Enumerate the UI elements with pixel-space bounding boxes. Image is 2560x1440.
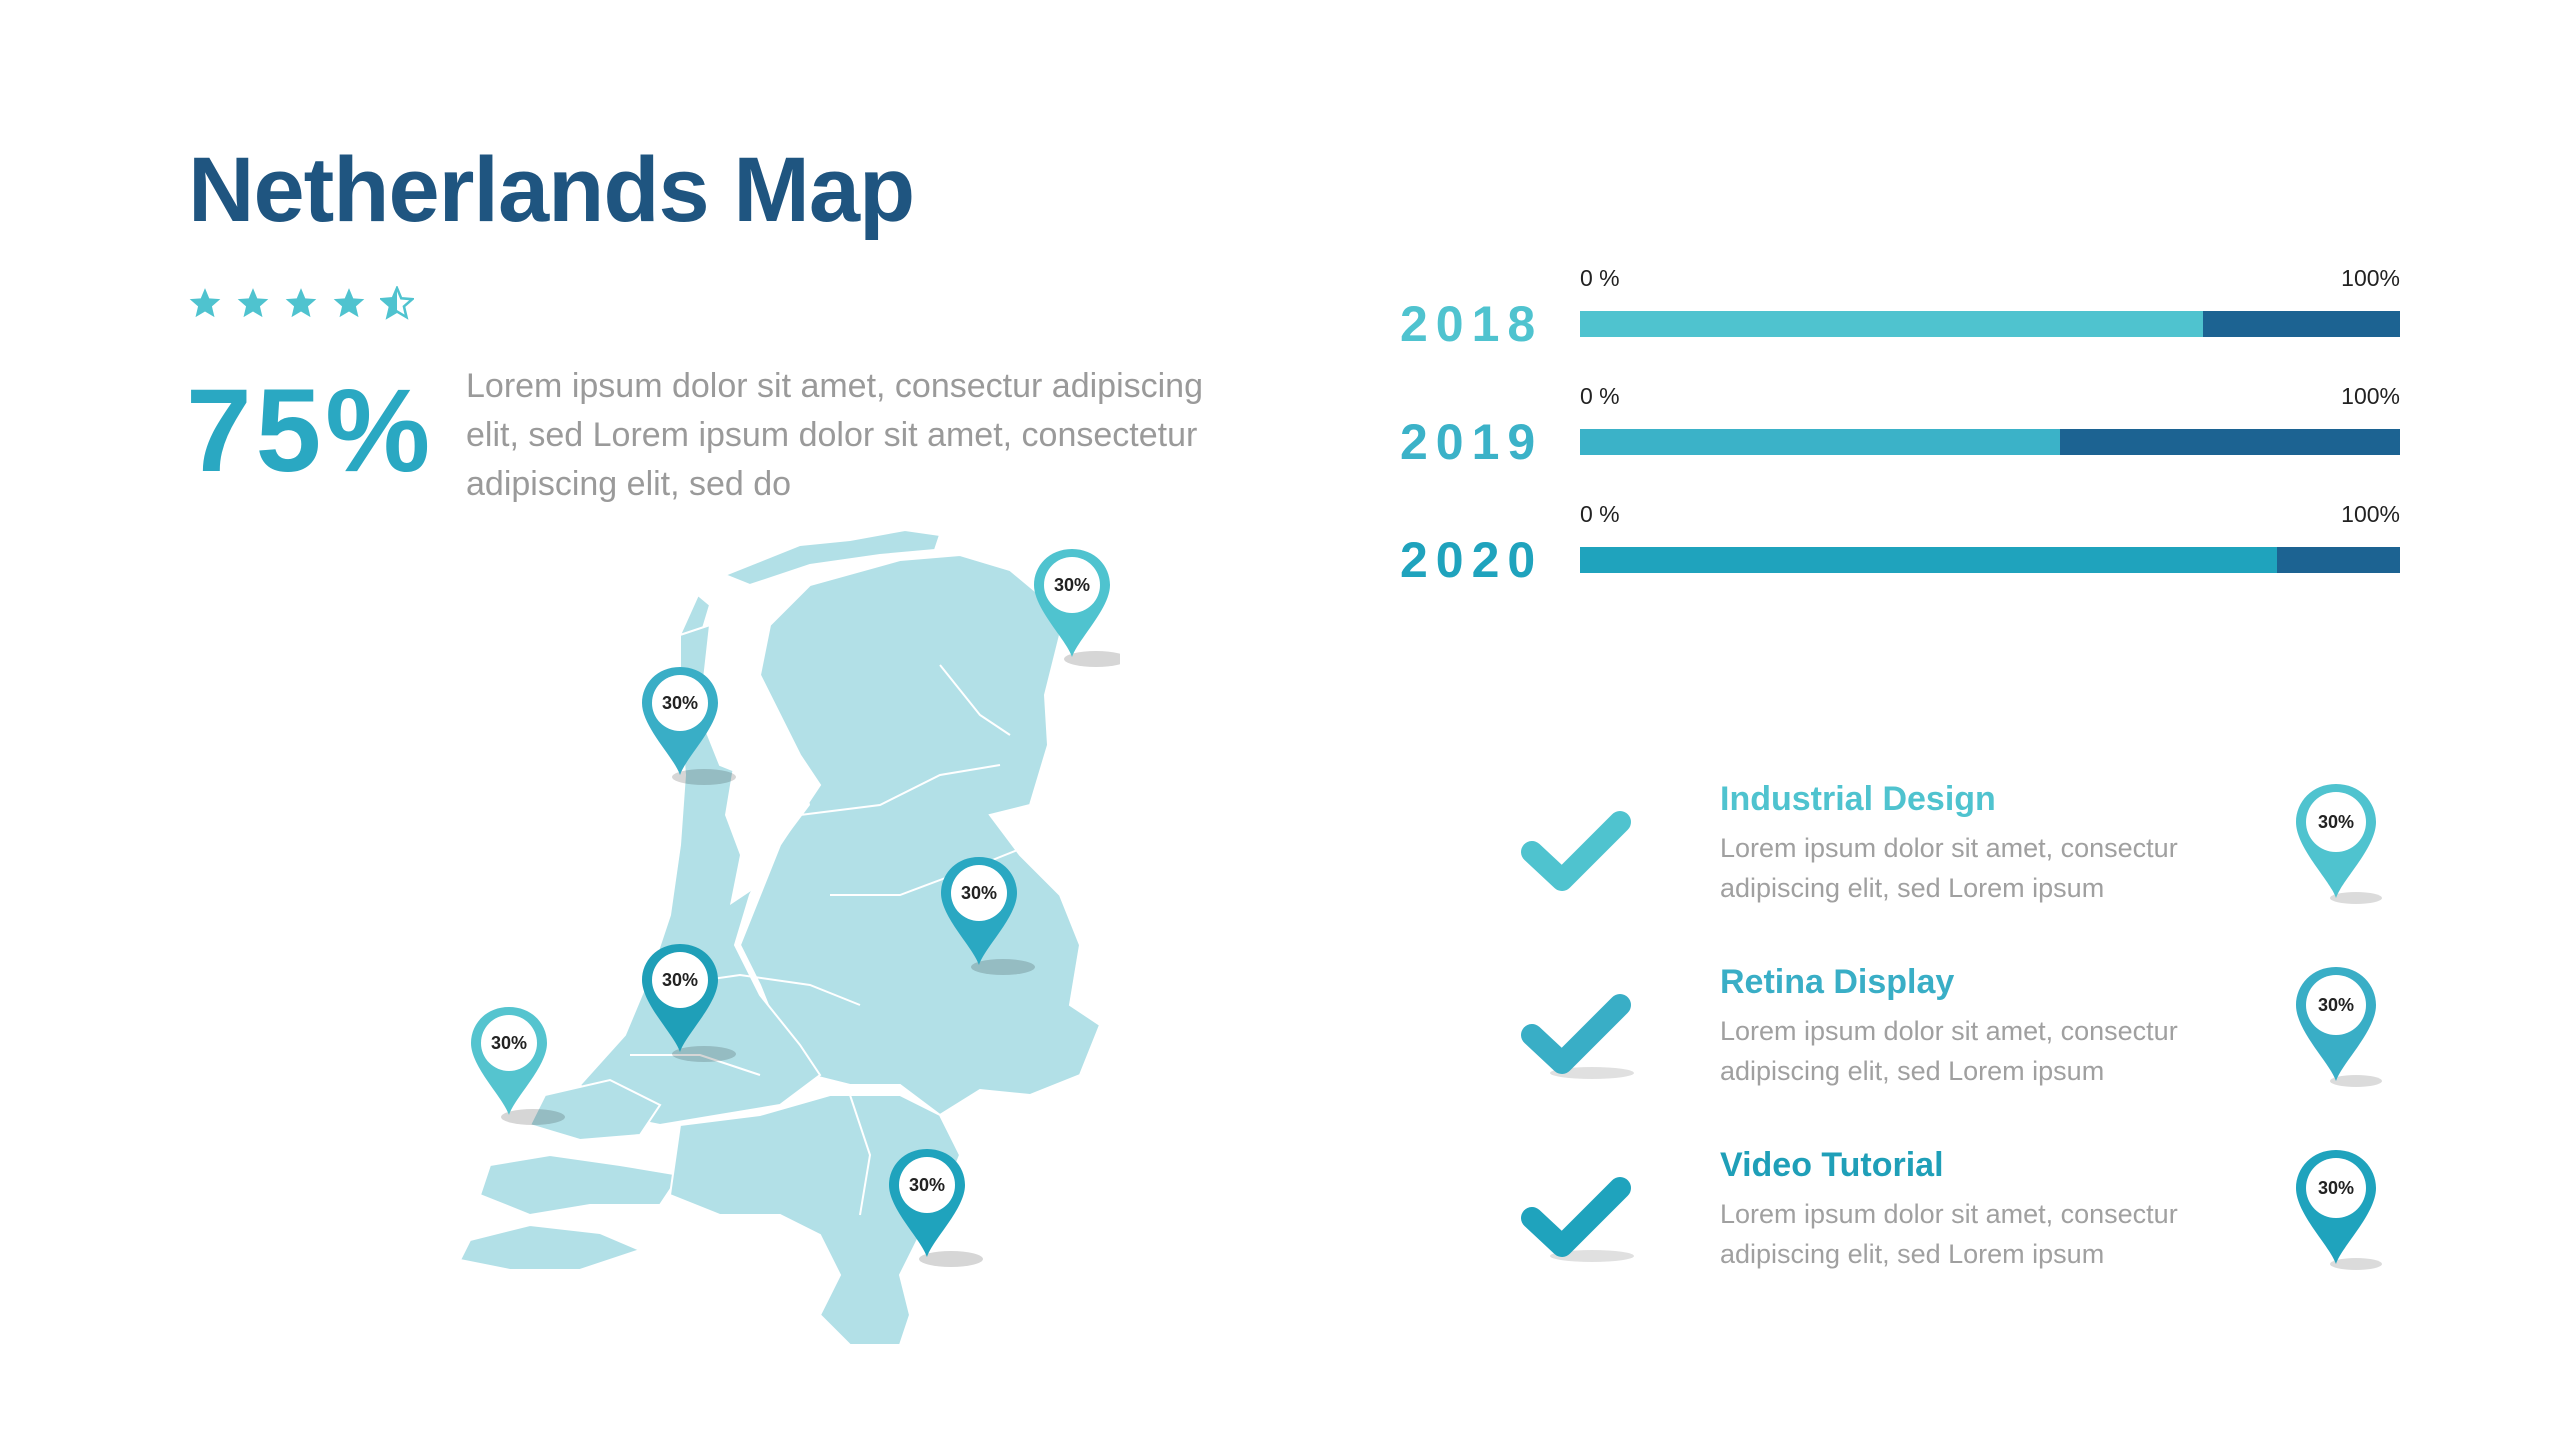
feature-desc-line: Lorem ipsum dolor sit amet, consectur [1720, 1016, 2178, 1046]
star-rating [188, 286, 414, 320]
feature-item: Industrial Design Lorem ipsum dolor sit … [1520, 780, 2440, 940]
bar-min-label: 0 % [1580, 265, 1620, 291]
feature-desc-line: adipiscing elit, sed Lorem ipsum [1720, 873, 2105, 903]
bar-max-label: 100% [2341, 265, 2400, 291]
progress-fill-2020 [1580, 547, 2277, 573]
progress-track [1580, 547, 2400, 573]
progress-track [1580, 429, 2400, 455]
bar-max-label: 100% [2341, 383, 2400, 409]
map-pin-icon: 30% [471, 1007, 565, 1125]
star-icon [333, 288, 365, 318]
map-pins: 30% 30% 30% 30% 30% 30% [471, 549, 1120, 1267]
pin-label: 30% [1054, 575, 1090, 595]
feature-desc: Lorem ipsum dolor sit amet, consectur ad… [1720, 1011, 2260, 1091]
map-pin-icon: 30% [941, 857, 1035, 975]
pin-label: 30% [909, 1175, 945, 1195]
half-star-icon [380, 286, 414, 320]
summary-text: Lorem ipsum dolor sit amet, consectur ad… [466, 367, 1203, 503]
lake-shape [725, 725, 810, 905]
feature-desc-line: Lorem ipsum dolor sit amet, consectur [1720, 833, 2178, 863]
map-pin-icon: 30% [1034, 549, 1120, 667]
pin-label: 30% [961, 883, 997, 903]
checkmark-icon [1521, 811, 1631, 891]
progress-fill-2018 [1580, 311, 2204, 337]
pin-label: 30% [2318, 995, 2354, 1015]
netherlands-map: 30% 30% 30% 30% 30% 30% [458, 528, 1120, 1346]
checkmark-icon [1521, 1177, 1634, 1262]
feature-title: Video Tutorial [1720, 1146, 1944, 1184]
year-label-2018: 2018 [1400, 296, 1544, 352]
star-icon [285, 288, 317, 318]
pin-label: 30% [2318, 812, 2354, 832]
feature-desc: Lorem ipsum dolor sit amet, consectur ad… [1720, 1194, 2260, 1274]
progress-chart: 0 % 100% 2018 0 % 100% 2019 0 % 100% 202… [1400, 265, 2400, 595]
feature-item: Video Tutorial Lorem ipsum dolor sit ame… [1520, 1146, 2440, 1306]
year-label-2020: 2020 [1400, 532, 1544, 588]
feature-desc: Lorem ipsum dolor sit amet, consectur ad… [1720, 828, 2260, 908]
year-label-2019: 2019 [1400, 414, 1544, 470]
page-title: Netherlands Map [188, 139, 915, 241]
summary-percent: 75% [186, 365, 435, 497]
checkmark-icon [1521, 994, 1634, 1079]
map-shape [458, 528, 1102, 1346]
feature-desc-line: adipiscing elit, sed Lorem ipsum [1720, 1239, 2105, 1269]
feature-list: Industrial Design Lorem ipsum dolor sit … [1520, 780, 2440, 1300]
star-icon [189, 288, 221, 318]
feature-item: Retina Display Lorem ipsum dolor sit ame… [1520, 963, 2440, 1123]
feature-desc-line: adipiscing elit, sed Lorem ipsum [1720, 1056, 2105, 1086]
map-pin-icon: 30% [889, 1149, 983, 1267]
star-icon [237, 288, 269, 318]
feature-desc-line: Lorem ipsum dolor sit amet, consectur [1720, 1199, 2178, 1229]
pin-label: 30% [2318, 1178, 2354, 1198]
map-pin-icon: 30% [2296, 784, 2382, 904]
pin-label: 30% [662, 693, 698, 713]
progress-fill-2019 [1580, 429, 2060, 455]
progress-track [1580, 311, 2400, 337]
feature-title: Industrial Design [1720, 780, 1996, 818]
bar-min-label: 0 % [1580, 501, 1620, 527]
map-pin-icon: 30% [2296, 1150, 2382, 1270]
pin-label: 30% [491, 1033, 527, 1053]
bar-min-label: 0 % [1580, 383, 1620, 409]
bar-max-label: 100% [2341, 501, 2400, 527]
map-pin-icon: 30% [642, 944, 736, 1062]
map-pin-icon: 30% [642, 667, 736, 785]
map-pin-icon: 30% [2296, 967, 2382, 1087]
pin-label: 30% [662, 970, 698, 990]
feature-title: Retina Display [1720, 963, 1955, 1001]
